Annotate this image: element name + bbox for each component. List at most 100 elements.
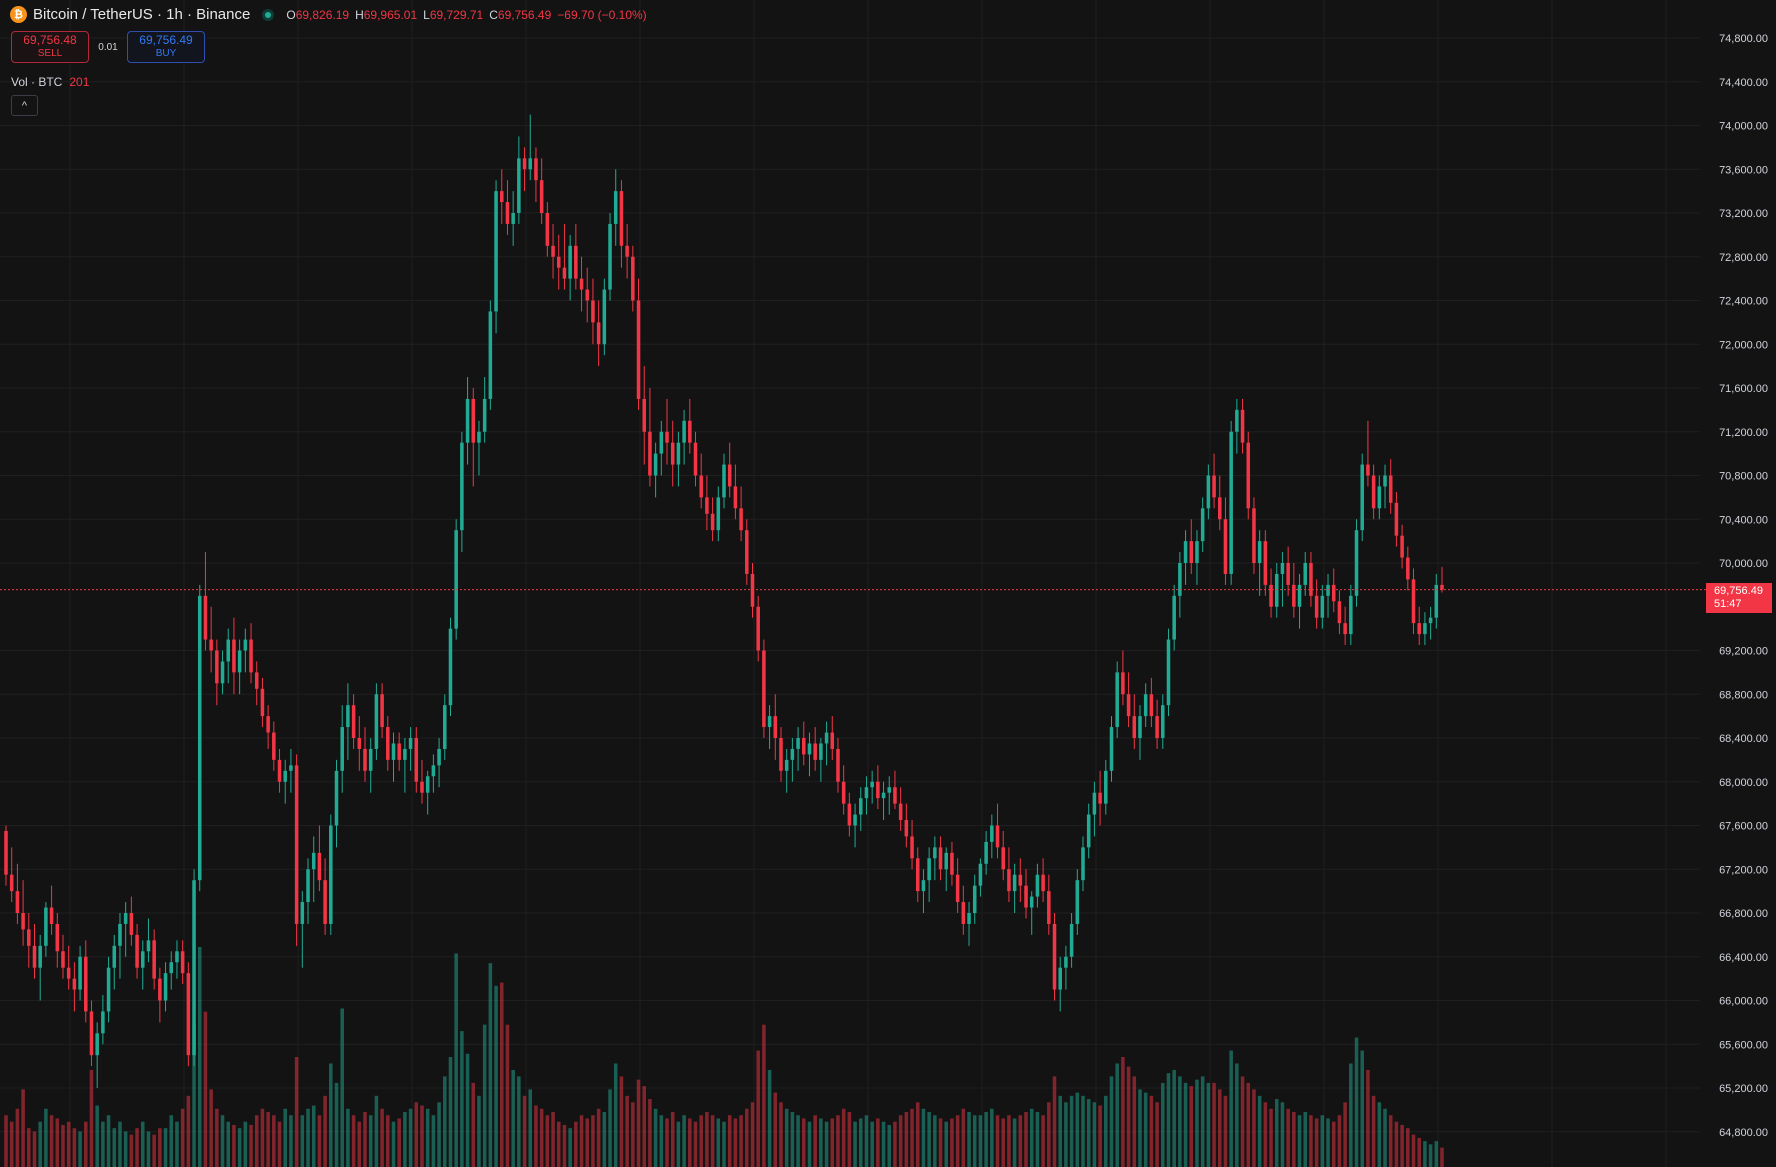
candle-body	[505, 202, 510, 224]
volume-bar	[488, 963, 493, 1167]
high-label: H	[355, 7, 364, 22]
candle-body	[625, 245, 629, 257]
candle-body	[329, 825, 333, 924]
candle-body	[1394, 502, 1399, 536]
price-change: −69.70 (−0.10%)	[557, 7, 647, 22]
candle-body	[847, 803, 852, 826]
y-tick-label: 74,400.00	[1719, 77, 1768, 89]
candle-body	[574, 245, 578, 279]
volume-bar	[579, 1115, 584, 1167]
volume-bar	[596, 1108, 601, 1167]
candle-body	[995, 825, 1000, 848]
volume-bar	[534, 1105, 538, 1167]
volume-bar	[1195, 1079, 1199, 1167]
volume-bar	[1166, 1073, 1171, 1167]
collapse-legend-button[interactable]: ^	[11, 95, 38, 116]
volume-bar	[437, 1102, 441, 1167]
candle-body	[1360, 464, 1364, 531]
volume-bar	[961, 1108, 966, 1167]
candle-body	[106, 967, 111, 1012]
candle-body	[517, 158, 521, 213]
candle-body	[955, 874, 960, 903]
volume-bar	[300, 1115, 305, 1167]
volume-bar	[448, 1057, 453, 1167]
volume-bar	[49, 1115, 54, 1167]
candle-body	[1280, 563, 1285, 574]
volume-bar	[471, 1082, 476, 1167]
volume-bar	[1086, 1099, 1091, 1167]
volume-bar	[243, 1121, 248, 1167]
sell-button[interactable]: 69,756.48 SELL	[11, 31, 89, 63]
y-tick-label: 67,600.00	[1719, 821, 1768, 833]
candle-body	[893, 787, 897, 804]
candle-body	[830, 732, 835, 749]
volume-bar	[294, 1057, 299, 1167]
volume-bar	[1212, 1082, 1216, 1167]
volume-bar	[220, 1115, 225, 1167]
candle-body	[192, 880, 196, 1056]
volume-bar	[1069, 1095, 1074, 1167]
volume-bar	[1235, 1063, 1239, 1167]
candle-body	[972, 885, 977, 913]
volume-bar	[1172, 1069, 1176, 1167]
candle-body	[232, 639, 236, 673]
volume-bar	[1394, 1121, 1399, 1167]
candle-body	[824, 732, 829, 744]
candle-body	[471, 398, 476, 443]
candle-body	[1349, 595, 1353, 635]
candle-body	[374, 694, 379, 749]
volume-bar	[1029, 1108, 1034, 1167]
candle-body	[118, 923, 122, 946]
volume-bar	[123, 1131, 128, 1167]
volume-bar	[215, 1108, 219, 1167]
candle-body	[215, 650, 219, 684]
volume-bar	[824, 1121, 829, 1167]
candle-body	[311, 852, 316, 870]
volume-bar	[762, 1024, 766, 1167]
candle-body	[146, 940, 151, 952]
candle-body	[762, 650, 766, 728]
candle-body	[813, 743, 817, 760]
candle-body	[129, 913, 134, 935]
volume-bar	[727, 1115, 732, 1167]
candle-body	[967, 913, 971, 924]
candle-body	[300, 902, 305, 924]
last-price-tag: 69,756.49 51:47	[1706, 583, 1772, 613]
candle-body	[659, 431, 664, 454]
candle-body	[1406, 557, 1410, 580]
sell-label: SELL	[37, 48, 63, 59]
y-tick-label: 68,800.00	[1719, 689, 1768, 701]
candle-body	[522, 158, 527, 170]
candle-body	[1326, 584, 1330, 596]
candle-body	[910, 836, 914, 859]
candle-body	[84, 956, 88, 1012]
volume-bar	[967, 1112, 971, 1167]
candle-body	[1012, 874, 1017, 892]
volume-bar	[9, 1121, 14, 1167]
volume-bar	[1366, 1069, 1370, 1167]
volume-bar	[870, 1121, 874, 1167]
candle-body	[21, 913, 25, 930]
candle-body	[340, 727, 344, 771]
candle-body	[904, 820, 909, 837]
buy-button[interactable]: 69,756.49 BUY	[127, 31, 205, 63]
volume-bar	[1121, 1057, 1125, 1167]
candle-body	[454, 530, 458, 629]
candle-body	[631, 256, 635, 301]
volume-bar	[551, 1112, 555, 1167]
candle-body	[408, 738, 413, 749]
candle-body	[1047, 891, 1051, 924]
candle-body	[112, 945, 117, 968]
volume-bar	[1183, 1082, 1188, 1167]
candle-body	[688, 420, 692, 443]
volume-bar	[152, 1134, 156, 1167]
volume-bar	[591, 1115, 595, 1167]
volume-bar	[1200, 1076, 1205, 1167]
symbol-title[interactable]: Bitcoin / TetherUS · 1h · Binance	[33, 6, 251, 23]
candle-body	[841, 781, 846, 804]
candle-body	[9, 874, 14, 892]
candle-body	[4, 830, 8, 875]
volume-bar	[830, 1118, 835, 1167]
